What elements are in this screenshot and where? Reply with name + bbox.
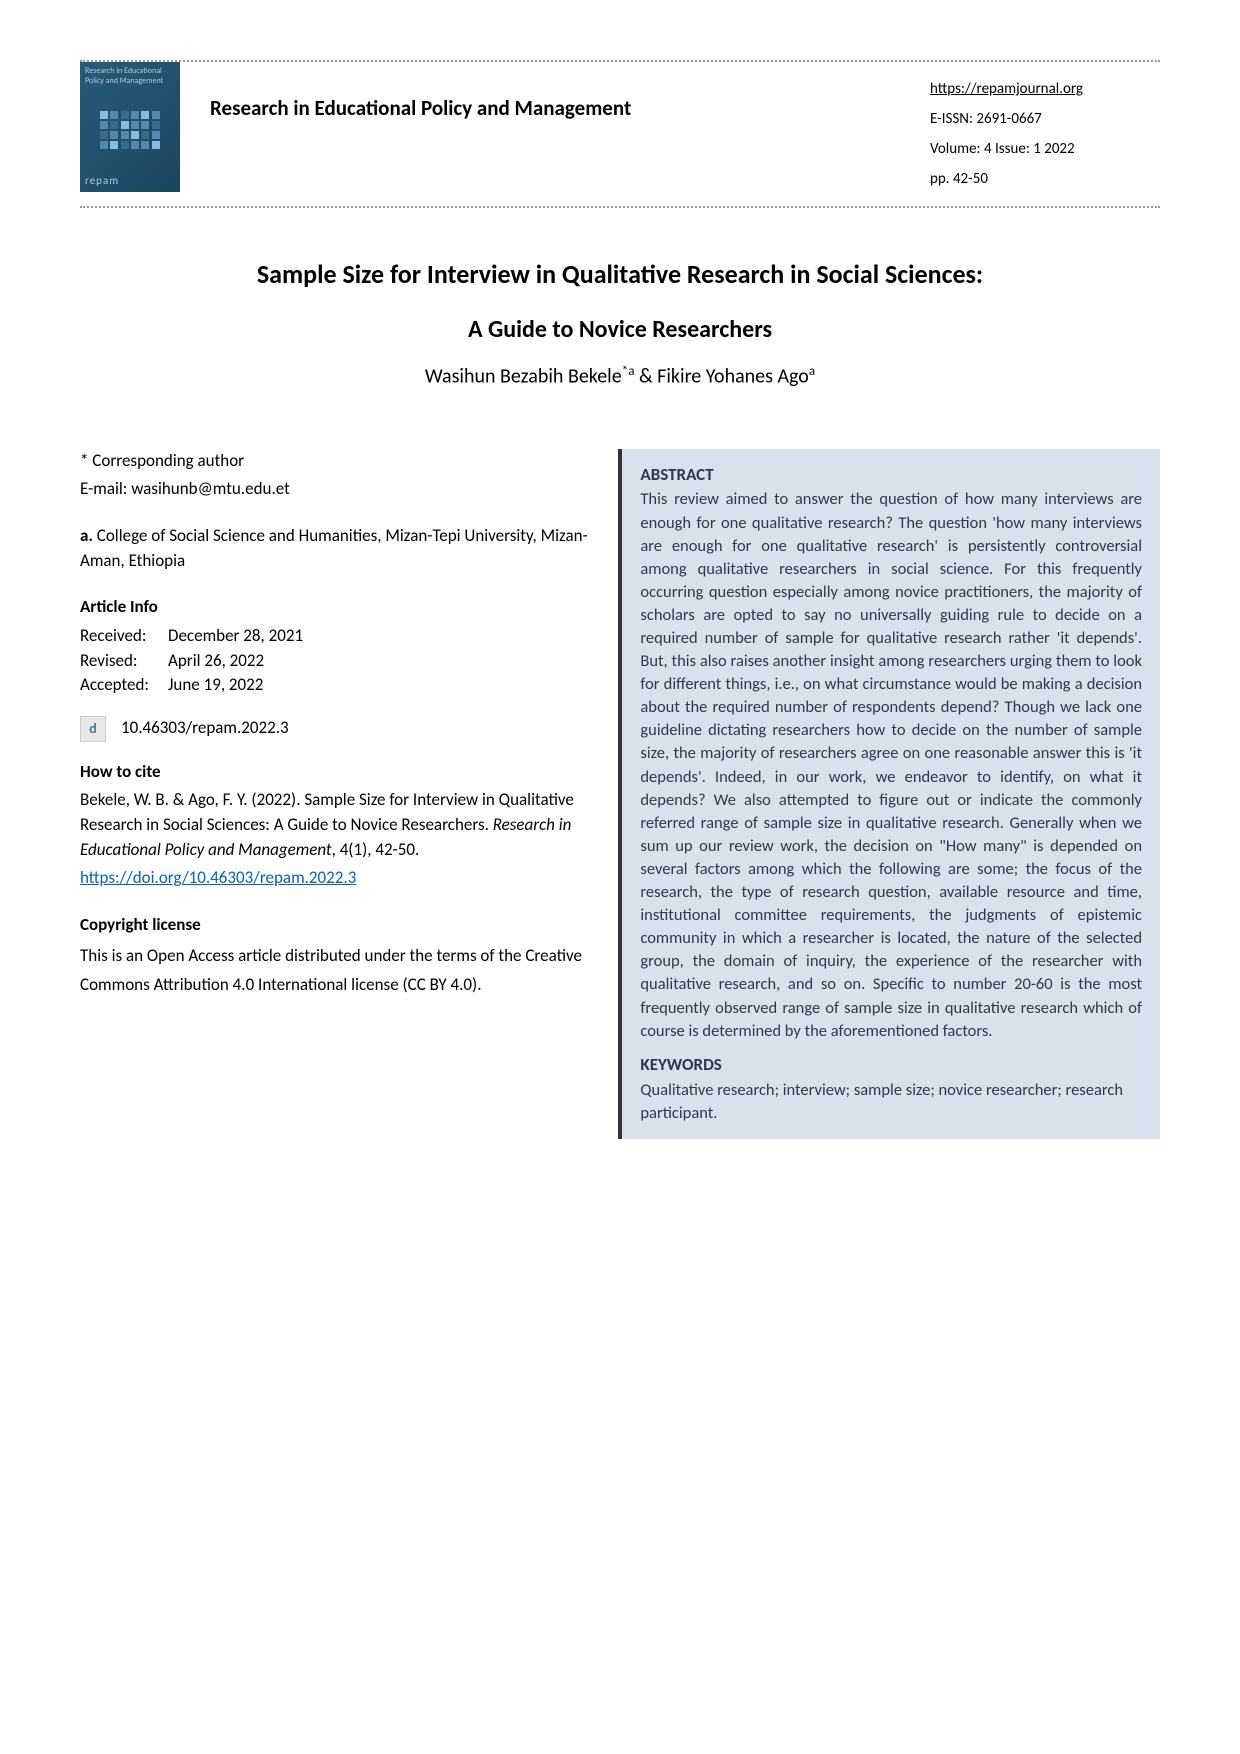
logo-graphic: [85, 86, 175, 174]
logo-bottom-text: repam: [85, 174, 175, 187]
right-column: ABSTRACT This review aimed to answer the…: [618, 449, 1160, 1139]
article-subtitle: A Guide to Novice Researchers: [80, 315, 1160, 344]
received-date: December 28, 2021: [168, 624, 303, 649]
how-to-cite-heading: How to cite: [80, 760, 598, 785]
page-range: pp. 42-50: [930, 170, 1160, 188]
affiliation-block: a. College of Social Science and Humanit…: [80, 524, 598, 573]
keywords-heading: KEYWORDS: [640, 1053, 1142, 1077]
corresponding-email: E-mail: wasihunb@mtu.edu.et: [80, 477, 598, 502]
abstract-box: ABSTRACT This review aimed to answer the…: [622, 449, 1160, 1139]
revised-label: Revised:: [80, 649, 160, 674]
copyright-heading: Copyright license: [80, 913, 598, 938]
article-title: Sample Size for Interview in Qualitative…: [80, 258, 1160, 290]
received-row: Received: December 28, 2021: [80, 624, 598, 649]
journal-logo: Research in Educational Policy and Manag…: [80, 62, 180, 192]
author-1-sup: *a: [622, 364, 635, 379]
article-info-heading: Article Info: [80, 595, 598, 620]
logo-top-text: Research in Educational Policy and Manag…: [85, 67, 175, 86]
accepted-row: Accepted: June 19, 2022: [80, 673, 598, 698]
citation-doi-link[interactable]: https://doi.org/10.46303/repam.2022.3: [80, 867, 356, 888]
author-2: & Fikire Yohanes Ago: [634, 365, 808, 389]
copyright-text: This is an Open Access article distribut…: [80, 942, 598, 1000]
received-label: Received:: [80, 624, 160, 649]
citation-block: Bekele, W. B. & Ago, F. Y. (2022). Sampl…: [80, 788, 598, 862]
author-1: Wasihun Bezabih Bekele: [425, 365, 622, 389]
article-authors: Wasihun Bezabih Bekele*a & Fikire Yohane…: [80, 364, 1160, 389]
doi-value: 10.46303/repam.2022.3: [121, 716, 289, 741]
doi-icon: d: [80, 716, 106, 742]
revised-date: April 26, 2022: [168, 649, 264, 674]
affiliation-marker: a.: [80, 525, 93, 546]
left-column: * Corresponding author E-mail: wasihunb@…: [80, 449, 598, 1139]
affiliation-text: College of Social Science and Humanities…: [80, 525, 588, 571]
journal-url-link[interactable]: https://repamjournal.org: [930, 80, 1160, 98]
author-2-sup: a: [809, 364, 815, 379]
doi-row: d 10.46303/repam.2022.3: [80, 716, 598, 742]
corresponding-author-label: * Corresponding author: [80, 449, 598, 474]
citation-text-2: , 4(1), 42-50.: [332, 839, 420, 860]
volume-issue: Volume: 4 Issue: 1 2022: [930, 140, 1160, 158]
abstract-text: This review aimed to answer the question…: [640, 488, 1142, 1042]
revised-row: Revised: April 26, 2022: [80, 649, 598, 674]
header-info: https://repamjournal.org E-ISSN: 2691-06…: [930, 70, 1160, 198]
content-columns: * Corresponding author E-mail: wasihunb@…: [80, 449, 1160, 1139]
abstract-heading: ABSTRACT: [640, 463, 1142, 487]
eissn: E-ISSN: 2691-0667: [930, 110, 1160, 128]
journal-header: Research in Educational Policy and Manag…: [80, 60, 1160, 208]
journal-title: Research in Educational Policy and Manag…: [210, 95, 631, 121]
accepted-date: June 19, 2022: [168, 673, 263, 698]
journal-title-cell: Research in Educational Policy and Manag…: [200, 70, 910, 146]
accepted-label: Accepted:: [80, 673, 160, 698]
keywords-text: Qualitative research; interview; sample …: [640, 1079, 1142, 1125]
